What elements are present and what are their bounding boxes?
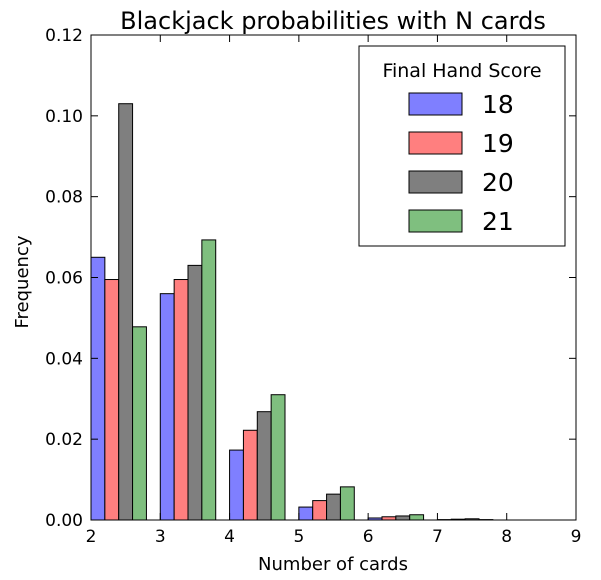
bar-20-5	[326, 493, 341, 521]
bar-18-3	[159, 293, 175, 521]
y-tick-label: 0.02	[45, 430, 83, 450]
legend-label-19: 19	[482, 129, 514, 158]
y-tick-label: 0.00	[45, 511, 83, 531]
bar-20-4	[256, 411, 272, 521]
bar-18-4	[229, 449, 244, 521]
bars-layer	[90, 103, 494, 521]
legend-swatch-18	[408, 92, 463, 116]
y-tick-label: 0.06	[45, 269, 83, 289]
x-tick-label: 5	[293, 527, 304, 547]
x-tick-label: 9	[571, 527, 582, 547]
legend-swatch-19	[408, 131, 463, 155]
y-tick-label: 0.12	[45, 26, 83, 46]
x-tick-label: 2	[86, 527, 97, 547]
legend-entries: 18 19 20 21	[408, 90, 514, 236]
bar-20-2	[118, 103, 134, 521]
legend-title: Final Hand Score	[382, 60, 541, 82]
legend-label-20: 20	[482, 168, 514, 197]
bar-18-5	[298, 506, 314, 521]
y-tick-label: 0.04	[45, 349, 83, 369]
legend-label-21: 21	[482, 207, 514, 236]
bar-19-3	[173, 279, 189, 521]
x-tick-label: 4	[224, 527, 235, 547]
y-axis-label: Frequency	[12, 235, 33, 328]
y-tick-label: 0.08	[45, 188, 83, 208]
bar-21-4	[270, 394, 286, 521]
bar-19-4	[242, 429, 258, 521]
bar-21-3	[201, 239, 217, 521]
legend-swatch-21	[408, 209, 463, 233]
x-tick-label: 8	[501, 527, 512, 547]
ticks-layer: 2 3 4 5 6 7 8 9 0.00 0.02 0.04 0.06 0.08 0.10 0.12	[45, 26, 581, 547]
x-tick-label: 7	[432, 527, 443, 547]
bar-21-5	[339, 486, 355, 521]
bar-20-6	[395, 515, 411, 521]
x-tick-label: 3	[155, 527, 166, 547]
chart-title: Blackjack probabilities with N cards	[120, 7, 546, 35]
bar-19-2	[104, 279, 120, 521]
x-tick-label: 6	[363, 527, 374, 547]
bar-20-3	[187, 264, 203, 521]
bar-18-2	[90, 256, 106, 521]
legend-swatch-20	[408, 170, 463, 194]
bar-21-2	[132, 326, 147, 521]
legend-label-18: 18	[482, 90, 514, 119]
y-tick-label: 0.10	[45, 107, 83, 127]
bar-19-5	[312, 500, 328, 521]
legend: Final Hand Score 18 19 20 21	[358, 45, 566, 247]
x-axis-label: Number of cards	[258, 554, 408, 575]
bar-21-6	[409, 514, 425, 521]
